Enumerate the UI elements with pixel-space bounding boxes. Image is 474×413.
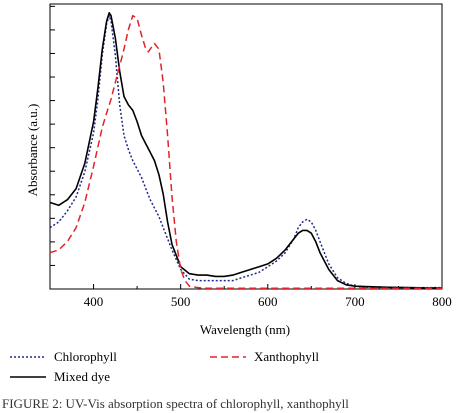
x-axis-title: Wavelength (nm) (200, 322, 290, 337)
x-tick-label: 700 (345, 294, 365, 309)
series-line-mixed-dye (49, 12, 442, 289)
figure-caption: FIGURE 2: UV-Vis absorption spectra of c… (2, 396, 349, 411)
x-tick-label: 800 (432, 294, 452, 309)
axes: 400 500 600 700 800 (49, 3, 452, 309)
legend-label-mixed-dye: Mixed dye (54, 369, 110, 384)
series-line-chlorophyll (49, 14, 442, 289)
x-tick-label: 600 (258, 294, 278, 309)
legend-label-xanthophyll: Xanthophyll (254, 349, 319, 364)
plot-frame (49, 3, 443, 290)
y-axis-title: Absorbance (a.u.) (25, 104, 40, 197)
x-tick-label: 400 (84, 294, 104, 309)
legend-label-chlorophyll: Chlorophyll (54, 349, 117, 364)
legend: Chlorophyll Mixed dye Xanthophyll (10, 349, 319, 384)
series-line-xanthophyll (49, 14, 442, 289)
x-tick-label: 500 (171, 294, 191, 309)
series-layer (49, 12, 442, 289)
